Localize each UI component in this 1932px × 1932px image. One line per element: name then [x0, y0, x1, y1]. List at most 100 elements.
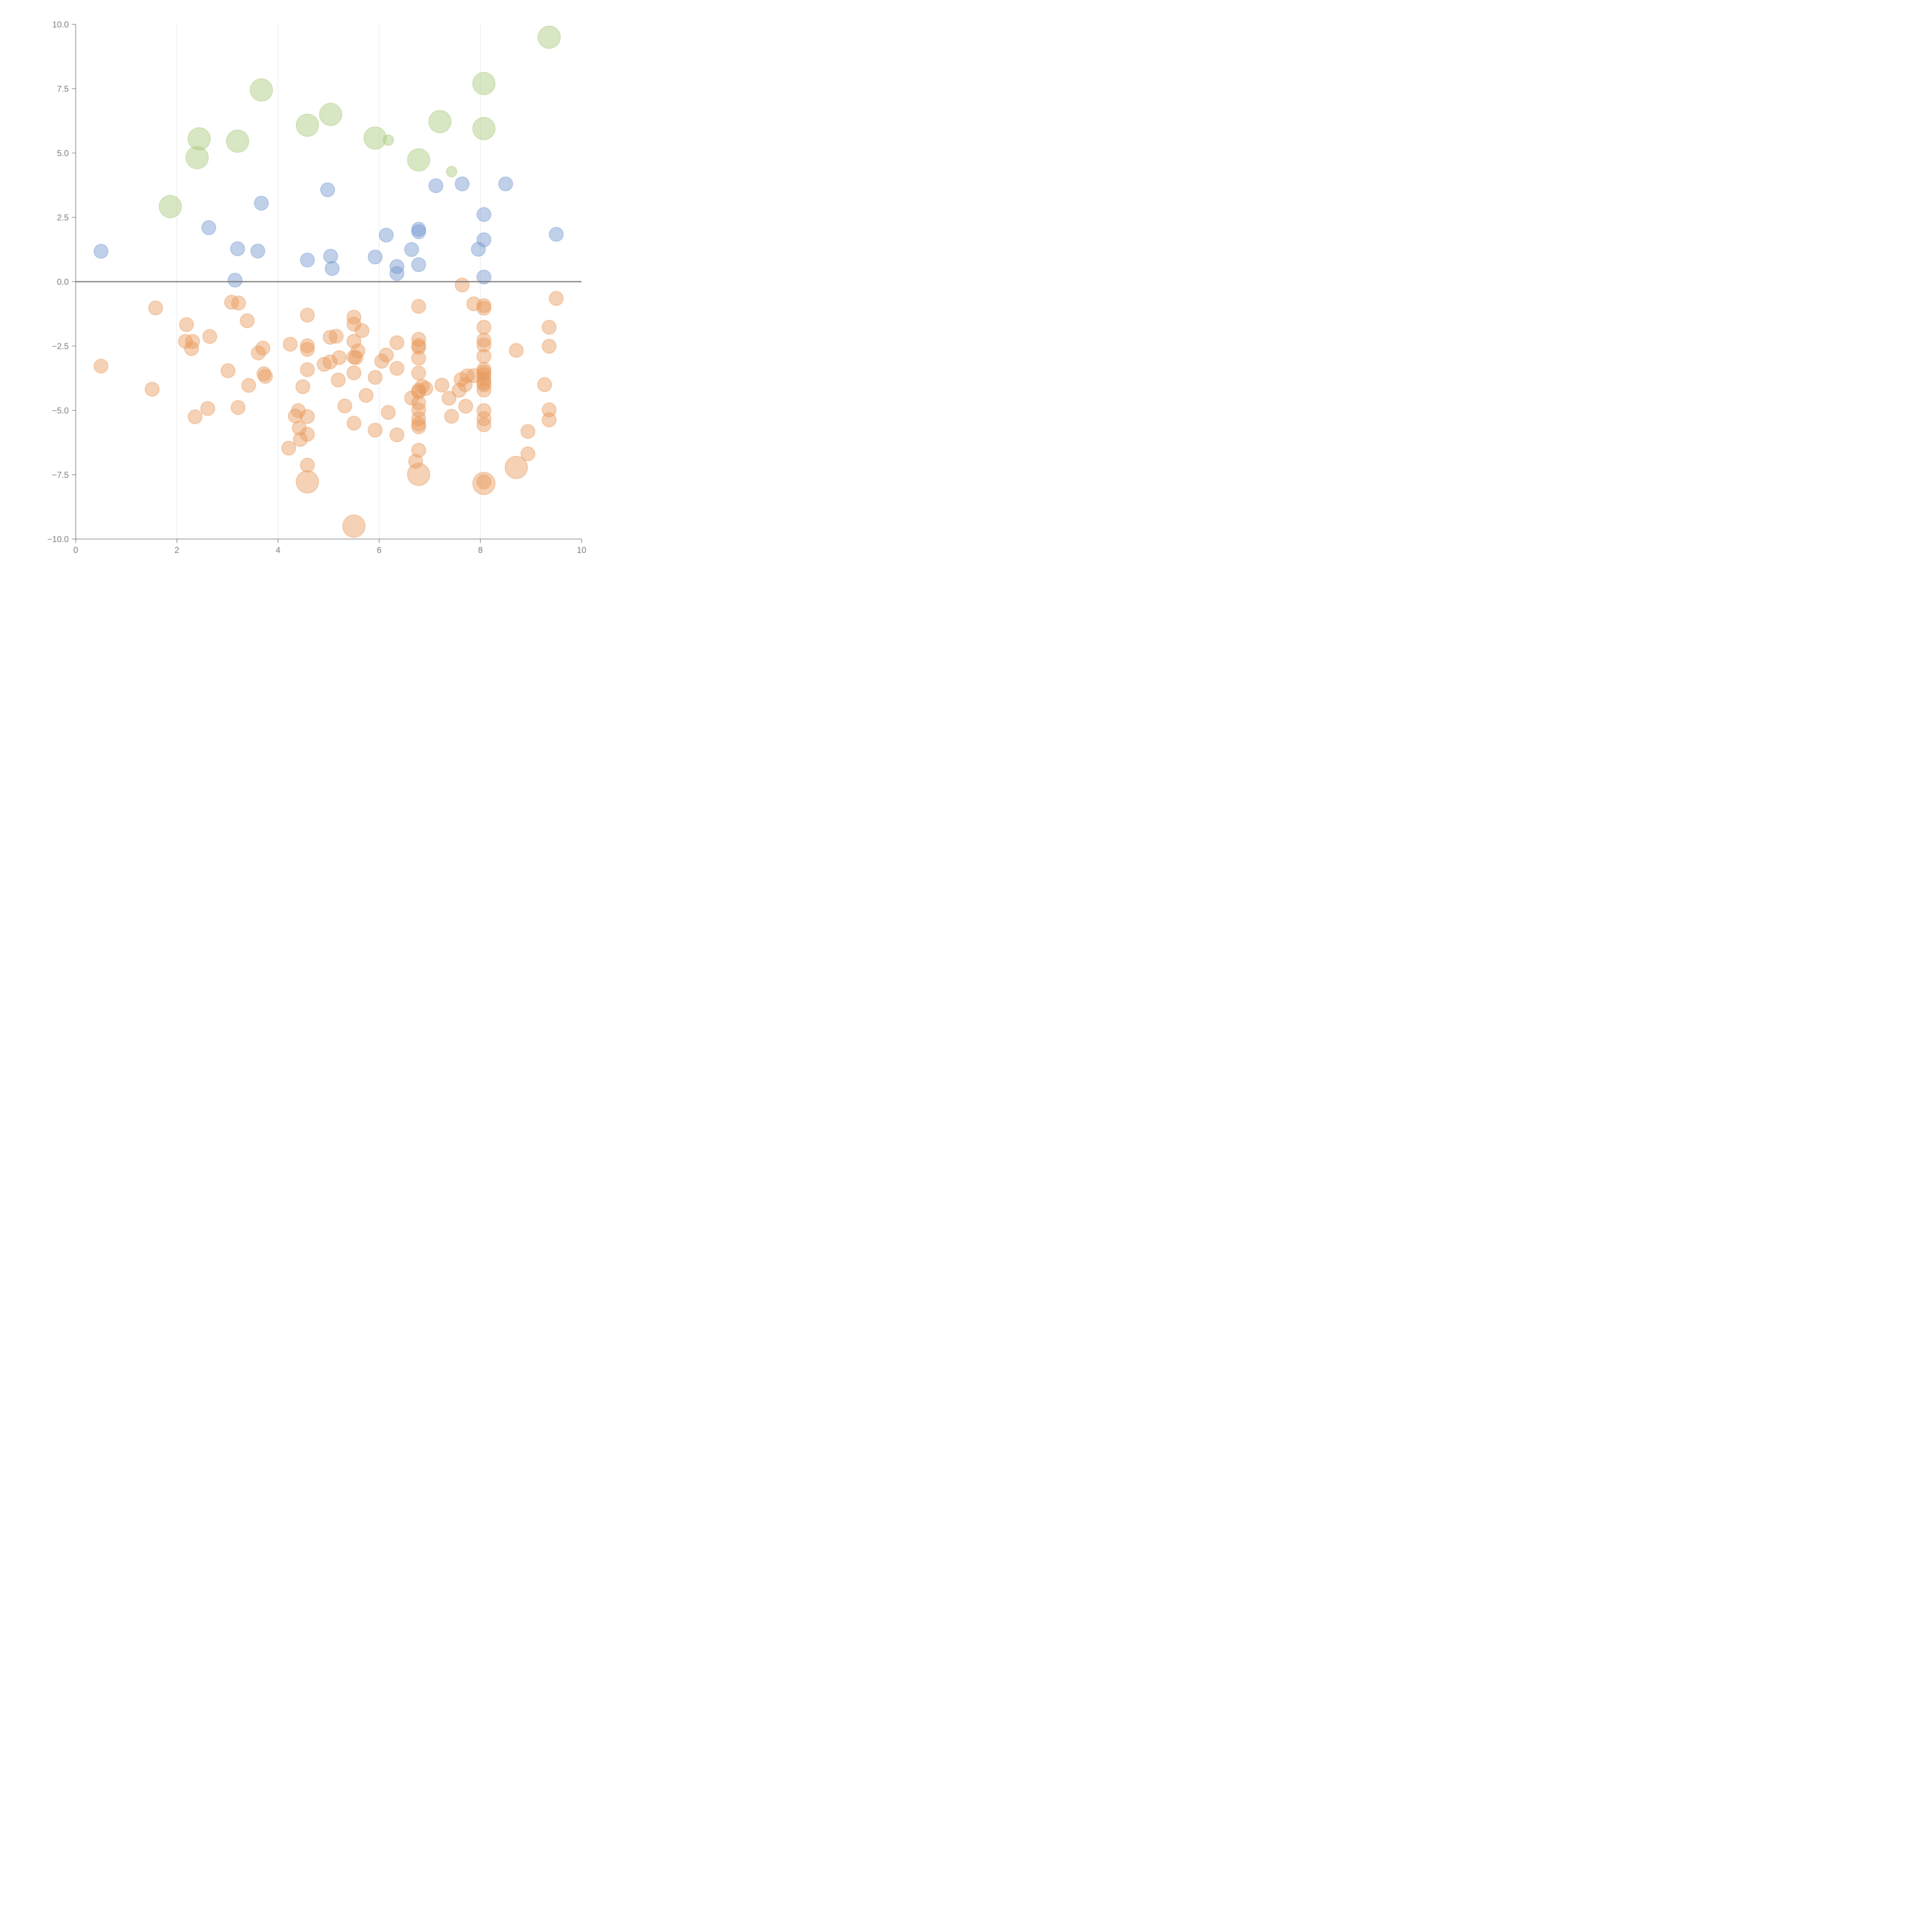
blue-bubble [498, 176, 513, 191]
orange-bubble [379, 347, 394, 362]
orange-bubble [411, 350, 426, 366]
orange-bubble [418, 381, 433, 396]
orange-bubble [411, 332, 426, 347]
orange-bubble [359, 388, 374, 403]
y-tick-label: 10.0 [52, 20, 69, 29]
orange-bubble [476, 320, 492, 335]
orange-bubble [505, 456, 528, 479]
orange-bubble [148, 300, 163, 315]
green-bubble [383, 134, 394, 146]
orange-bubble [300, 338, 315, 353]
blue-bubble [429, 178, 444, 193]
orange-bubble [283, 337, 298, 352]
orange-bubble [300, 342, 315, 357]
orange-bubble [281, 440, 296, 456]
blue-bubble [94, 244, 109, 259]
orange-bubble [452, 383, 467, 398]
chart-canvas: 0 2 4 6 8 10 −10.0 −7.5 −5.0 −2.5 0.0 2.5 5.0 7.5 10.0 [47, 20, 586, 555]
orange-bubble [316, 357, 332, 372]
orange-bubble [332, 350, 347, 365]
blue-bubble [230, 241, 245, 256]
orange-bubble [444, 409, 459, 424]
green-bubble [296, 114, 319, 137]
x-tick-label: 2 [175, 545, 179, 555]
orange-bubble [476, 411, 492, 426]
orange-bubble [476, 333, 492, 348]
orange-bubble [476, 378, 492, 393]
orange-bubble [350, 344, 366, 359]
orange-bubble [145, 382, 160, 397]
orange-bubble [300, 409, 315, 424]
blue-bubble [471, 242, 486, 257]
orange-bubble [255, 340, 270, 355]
orange-bubble [185, 334, 200, 349]
orange-bubble [520, 424, 536, 439]
blue-bubble [250, 243, 265, 259]
orange-bubble [231, 400, 246, 415]
green-bubble [428, 110, 452, 133]
green-bubble [250, 78, 273, 102]
blue-bubble [404, 242, 419, 257]
orange-bubble [411, 443, 426, 458]
orange-bubble [258, 369, 273, 384]
scatter-chart: 0 2 4 6 8 10 −10.0 −7.5 −5.0 −2.5 0.0 2.5 5.0 7.5 10.0 [0, 0, 604, 604]
orange-bubble [323, 330, 338, 345]
y-tick-label: −5.0 [52, 406, 69, 415]
green-bubble [472, 117, 496, 140]
orange-bubble [457, 377, 473, 392]
y-tick-label: 7.5 [57, 84, 69, 94]
orange-bubble [408, 454, 423, 469]
green-bubble [158, 195, 182, 218]
green-bubble [407, 148, 430, 172]
green-bubble [226, 129, 249, 153]
orange-bubble [296, 470, 319, 493]
y-tick-label: −10.0 [47, 534, 69, 544]
blue-bubble [476, 232, 492, 247]
orange-bubble [411, 366, 426, 381]
orange-bubble [411, 411, 426, 426]
orange-bubble [346, 316, 361, 332]
orange-bubble [300, 457, 315, 473]
orange-bubble [202, 329, 217, 344]
blue-bubble [300, 253, 315, 268]
y-tick-label: 0.0 [57, 277, 69, 287]
green-bubble [364, 126, 387, 150]
blue-bubble [549, 227, 564, 242]
orange-bubble [346, 334, 361, 349]
blue-bubble [325, 261, 340, 276]
orange-bubble [256, 366, 271, 381]
blue-bubble [228, 273, 243, 288]
bubble-layer [94, 26, 564, 538]
orange-bubble [472, 472, 496, 495]
orange-bubble [300, 362, 315, 377]
orange-bubble [323, 354, 338, 369]
orange-bubble [407, 463, 430, 486]
green-bubble [472, 72, 496, 95]
orange-bubble [389, 361, 405, 376]
orange-bubble [381, 405, 396, 420]
green-bubble [446, 166, 457, 177]
orange-bubble [549, 291, 564, 306]
green-bubble [185, 146, 209, 169]
y-tick-label: −7.5 [52, 470, 69, 480]
orange-bubble [94, 359, 109, 374]
orange-bubble [329, 329, 344, 344]
orange-bubble [442, 391, 457, 406]
orange-bubble [354, 323, 369, 338]
blue-bubble [254, 196, 269, 211]
orange-bubble [411, 299, 426, 314]
orange-bubble [476, 337, 492, 352]
orange-bubble [476, 367, 492, 383]
blue-bubble [455, 176, 470, 191]
blue-bubble [379, 228, 394, 243]
blue-bubble [476, 270, 492, 285]
orange-bubble [476, 417, 492, 432]
orange-bubble [542, 412, 557, 427]
green-bubble [537, 26, 561, 49]
blue-bubble [320, 182, 335, 197]
blue-bubble [476, 207, 492, 222]
orange-bubble [455, 277, 470, 293]
orange-bubble [509, 343, 524, 358]
orange-bubble [458, 399, 473, 414]
blue-bubble [389, 266, 405, 281]
